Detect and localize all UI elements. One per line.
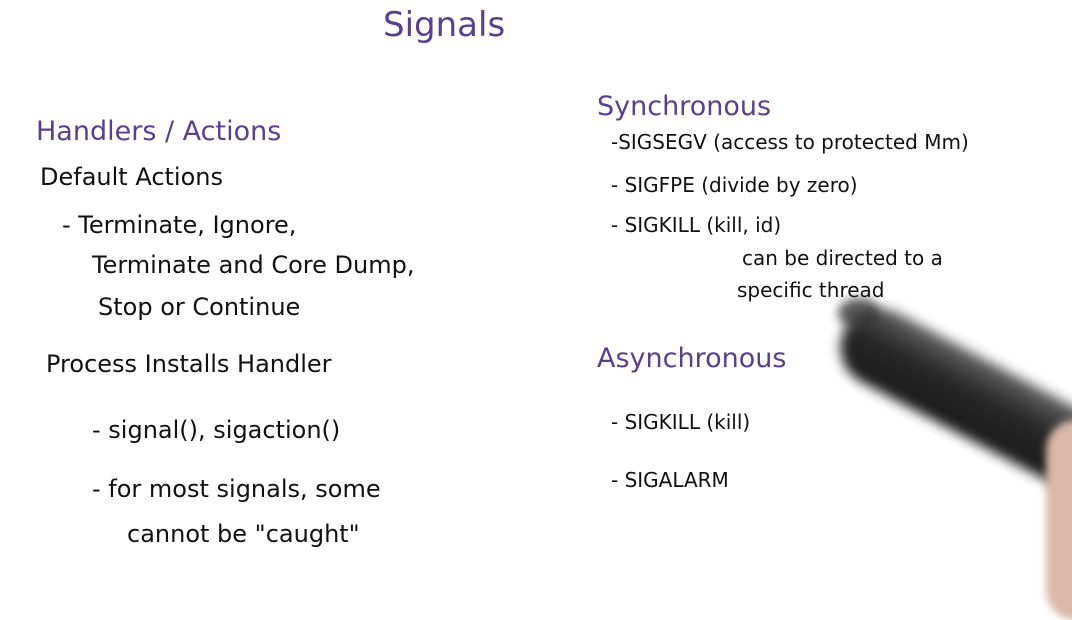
actions-line-3: Stop or Continue [98,293,301,321]
hand-image [1046,420,1072,620]
install-item-1: - signal(), sigaction() [92,416,341,444]
default-actions-label: Default Actions [40,163,223,191]
synchronous-heading: Synchronous [597,91,772,122]
sync-note-line-1: can be directed to a [742,246,943,270]
install-item-2-line-2: cannot be "caught" [127,520,360,548]
install-item-2-line-1: - for most signals, some [92,475,381,503]
async-item-sigalarm: - SIGALARM [611,468,729,492]
process-installs-handler-label: Process Installs Handler [46,350,332,378]
page-title: Signals [383,5,506,45]
handlers-actions-heading: Handlers / Actions [36,116,282,147]
actions-line-1: - Terminate, Ignore, [62,211,297,239]
async-item-sigkill: - SIGKILL (kill) [611,410,751,434]
sync-item-sigsegv: -SIGSEGV (access to protected Mm) [611,130,969,154]
asynchronous-heading: Asynchronous [597,343,787,374]
actions-line-2: Terminate and Core Dump, [92,251,415,279]
marker-tip-image [838,298,880,328]
sync-item-sigkill: - SIGKILL (kill, id) [611,213,782,237]
sync-item-sigfpe: - SIGFPE (divide by zero) [611,173,858,197]
sync-note-line-2: specific thread [737,278,885,302]
